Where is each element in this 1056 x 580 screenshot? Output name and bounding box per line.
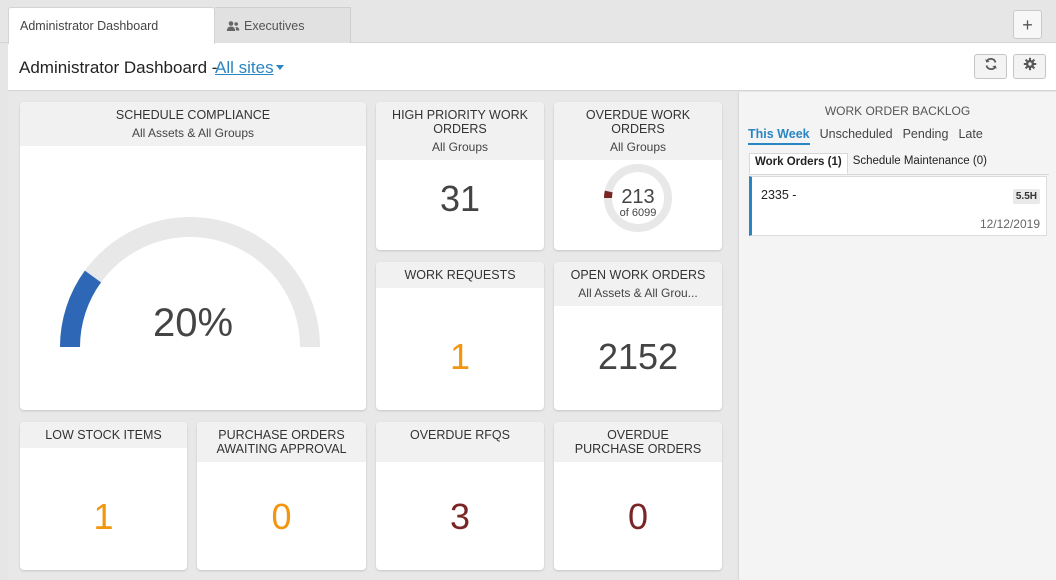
site-selector[interactable]: All sites xyxy=(215,58,274,77)
gauge-fill xyxy=(60,270,102,348)
backlog-tabs: This Week Unscheduled Pending Late xyxy=(748,127,983,145)
widget-title: SCHEDULE COMPLIANCE xyxy=(115,108,271,122)
refresh-button[interactable] xyxy=(974,54,1007,79)
open-work-orders-value: 2152 xyxy=(597,336,679,377)
po-awaiting-value: 0 xyxy=(271,496,292,537)
widget-header: OVERDUE RFQS xyxy=(376,422,544,462)
overdue-total: of 6099 xyxy=(619,207,657,219)
page-title: Administrator Dashboard - xyxy=(19,58,218,77)
overdue-purchase-orders-widget[interactable]: OVERDUE PURCHASE ORDERS 0 xyxy=(554,422,722,570)
compliance-value: 20% xyxy=(152,301,234,345)
overdue-rfqs-value: 3 xyxy=(449,496,471,537)
overdue-work-orders-widget[interactable]: OVERDUE WORK ORDERS All Groups 213 of 60… xyxy=(554,102,722,250)
panel-title: WORK ORDER BACKLOG xyxy=(824,104,971,118)
tab-administrator-dashboard[interactable]: Administrator Dashboard xyxy=(8,7,215,44)
widget-title: WORK REQUESTS xyxy=(404,268,516,282)
subtab-work-orders[interactable]: Work Orders (1) xyxy=(749,153,848,174)
widget-header: OPEN WORK ORDERS All Assets & All Grou..… xyxy=(554,262,722,306)
work-requests-widget[interactable]: WORK REQUESTS 1 xyxy=(376,262,544,410)
add-tab-button[interactable]: + xyxy=(1013,10,1042,39)
widget-header: OVERDUE WORK ORDERS All Groups xyxy=(554,102,722,160)
widget-grid: SCHEDULE COMPLIANCE All Assets & All Gro… xyxy=(8,92,736,580)
low-stock-items-widget[interactable]: LOW STOCK ITEMS 1 xyxy=(20,422,187,570)
schedule-compliance-widget[interactable]: SCHEDULE COMPLIANCE All Assets & All Gro… xyxy=(20,102,366,410)
tab-this-week[interactable]: This Week xyxy=(748,127,810,145)
dashboard-header: Administrator Dashboard - All sites xyxy=(8,43,1056,91)
compliance-gauge xyxy=(60,217,320,348)
hours-badge: 5.5H xyxy=(1012,189,1040,204)
widget-subtitle: All Assets & All Groups xyxy=(131,126,255,140)
work-requests-value: 1 xyxy=(449,336,471,377)
donut-fill xyxy=(604,190,613,199)
users-icon xyxy=(226,20,240,32)
widget-subtitle: All Assets & All Grou... xyxy=(578,286,698,300)
widget-header: LOW STOCK ITEMS xyxy=(20,422,187,448)
overdue-po-value: 0 xyxy=(627,496,649,537)
tab-bar: Administrator Dashboard Executives + xyxy=(0,0,1056,44)
widget-title: HIGH PRIORITY WORK ORDERS xyxy=(392,108,528,136)
work-order-backlog-panel: WORK ORDER BACKLOG This Week Unscheduled… xyxy=(738,92,1056,580)
widget-subtitle: All Groups xyxy=(609,140,667,154)
tab-late[interactable]: Late xyxy=(958,127,983,141)
overdue-donut xyxy=(604,164,672,232)
work-order-item[interactable]: 2335 - 5.5H 12/12/2019 xyxy=(749,176,1047,236)
open-work-orders-widget[interactable]: OPEN WORK ORDERS All Assets & All Grou..… xyxy=(554,262,722,410)
work-order-date: 12/12/2019 xyxy=(979,217,1040,231)
tab-label: Administrator Dashboard xyxy=(20,19,159,33)
work-order-id: 2335 - xyxy=(761,188,797,202)
widget-title: PURCHASE ORDERS AWAITING APPROVAL xyxy=(216,428,347,456)
backlog-sub-tabs: Work Orders (1) Schedule Maintenance (0) xyxy=(749,153,1049,175)
overdue-value: 213 xyxy=(621,186,655,208)
refresh-icon xyxy=(984,57,998,76)
tab-label: Executives xyxy=(244,18,305,33)
high-priority-work-orders-widget[interactable]: HIGH PRIORITY WORK ORDERS All Groups 31 xyxy=(376,102,544,250)
widget-title: LOW STOCK ITEMS xyxy=(45,428,162,442)
chevron-down-icon[interactable] xyxy=(276,65,284,70)
widget-header: OVERDUE PURCHASE ORDERS xyxy=(554,422,722,462)
widget-subtitle: All Groups xyxy=(431,140,489,154)
widget-title: OPEN WORK ORDERS xyxy=(570,268,706,282)
subtab-schedule-maintenance[interactable]: Schedule Maintenance (0) xyxy=(852,155,987,167)
widget-header: PURCHASE ORDERS AWAITING APPROVAL xyxy=(197,422,366,462)
widget-title: OVERDUE PURCHASE ORDERS xyxy=(574,428,702,456)
tab-unscheduled[interactable]: Unscheduled xyxy=(819,127,893,141)
tab-pending[interactable]: Pending xyxy=(902,127,949,141)
gear-icon xyxy=(1023,57,1037,76)
widget-header: SCHEDULE COMPLIANCE All Assets & All Gro… xyxy=(20,102,366,146)
purchase-orders-awaiting-approval-widget[interactable]: PURCHASE ORDERS AWAITING APPROVAL 0 xyxy=(197,422,366,570)
tab-executives[interactable]: Executives xyxy=(215,7,351,43)
widget-header: WORK REQUESTS xyxy=(376,262,544,288)
low-stock-value: 1 xyxy=(93,496,114,537)
high-priority-value: 31 xyxy=(439,178,481,219)
overdue-rfqs-widget[interactable]: OVERDUE RFQS 3 xyxy=(376,422,544,570)
widget-title: OVERDUE WORK ORDERS xyxy=(585,108,691,136)
settings-button[interactable] xyxy=(1013,54,1046,79)
plus-icon: + xyxy=(1022,14,1033,35)
widget-header: HIGH PRIORITY WORK ORDERS All Groups xyxy=(376,102,544,160)
widget-title: OVERDUE RFQS xyxy=(409,428,510,442)
